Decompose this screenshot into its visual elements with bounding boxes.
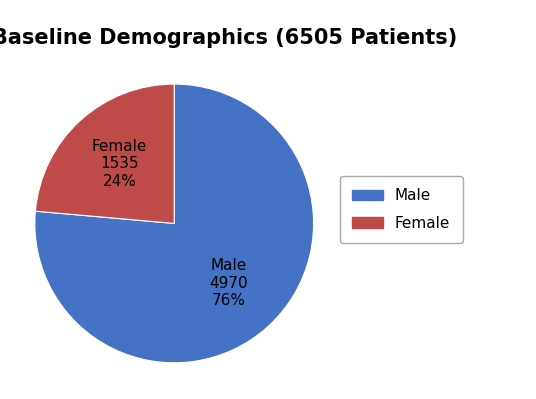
- Text: Male
4970
76%: Male 4970 76%: [210, 258, 248, 308]
- Wedge shape: [35, 84, 174, 223]
- Legend: Male, Female: Male, Female: [340, 176, 463, 243]
- Wedge shape: [35, 84, 314, 363]
- Text: Female
1535
24%: Female 1535 24%: [92, 139, 147, 189]
- Text: Baseline Demographics (6505 Patients): Baseline Demographics (6505 Patients): [0, 28, 458, 48]
